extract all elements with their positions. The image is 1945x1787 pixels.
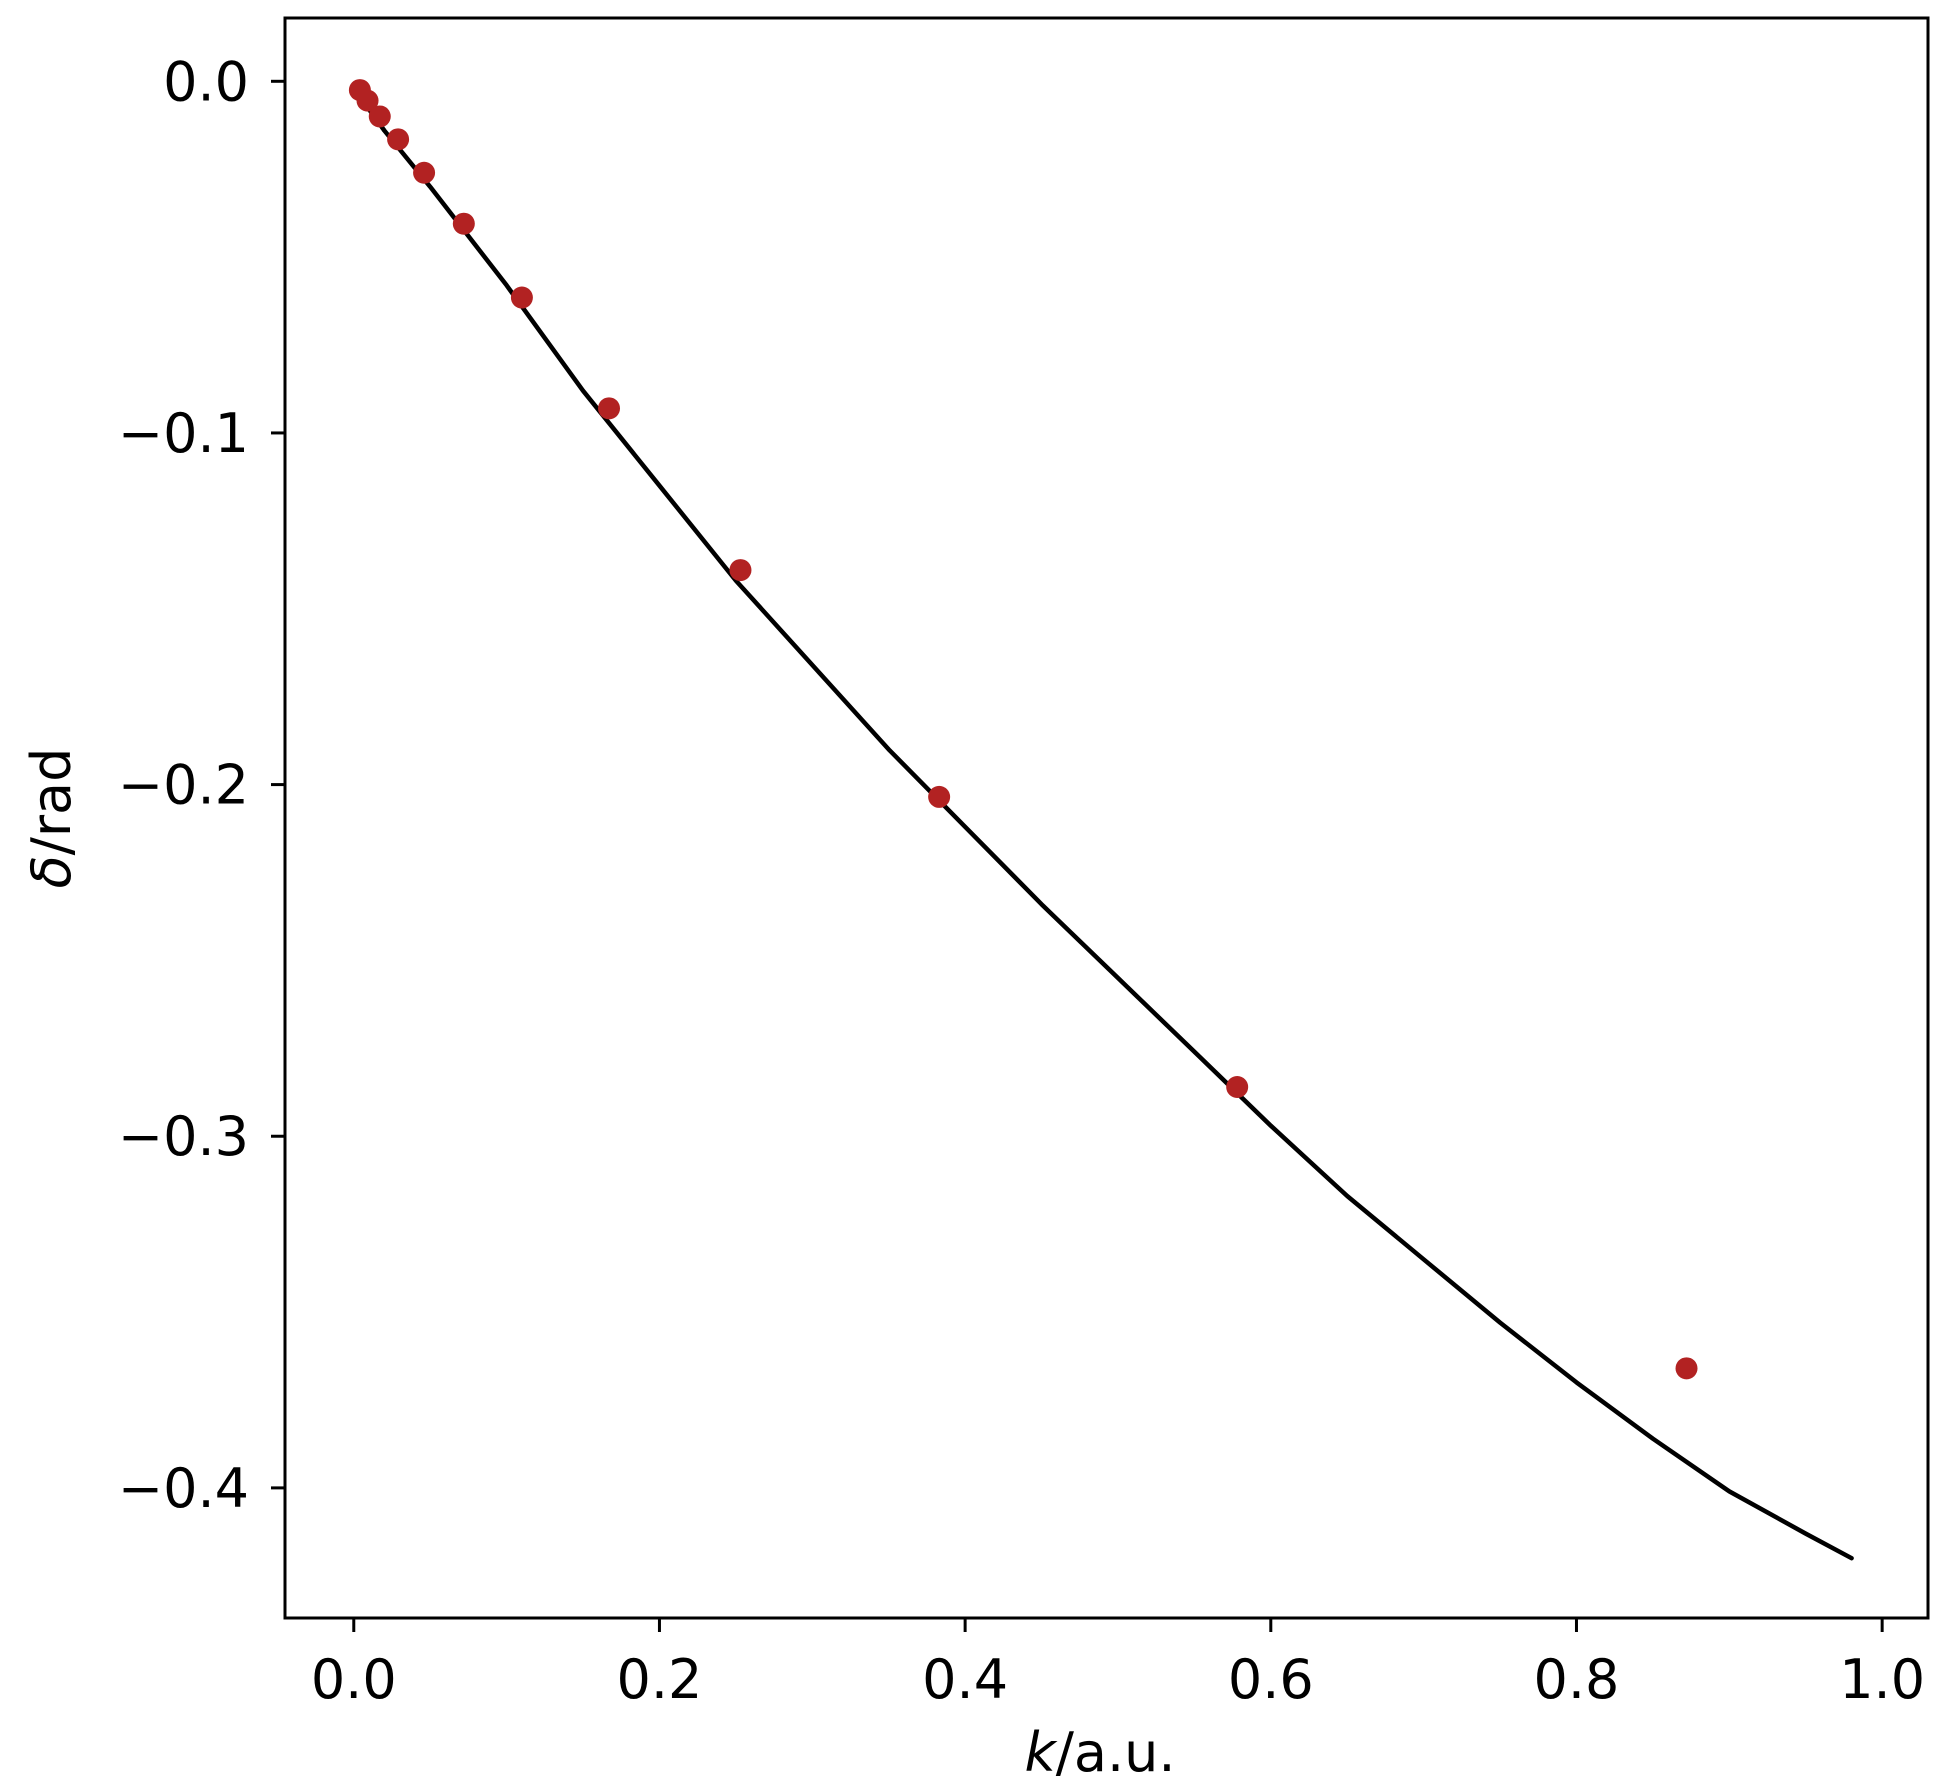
data-point <box>729 559 752 582</box>
x-axis-label-var: k <box>1024 1721 1058 1784</box>
y-axis-label-unit: /rad <box>20 748 83 856</box>
x-tick-label: 0.2 <box>617 1648 703 1711</box>
series-layer <box>348 79 1854 1561</box>
y-axis-label: δ/rad <box>20 748 83 889</box>
x-tick-label: 0.6 <box>1228 1648 1314 1711</box>
x-tick-label: 0.4 <box>922 1648 1008 1711</box>
x-axis-ticks: 0.0 0.2 0.4 0.6 0.8 1.0 <box>311 1618 1925 1711</box>
data-point <box>413 161 436 184</box>
x-axis-label-unit: /a.u. <box>1056 1721 1176 1784</box>
plot-frame <box>283 16 1930 1620</box>
y-tick-label: 0.0 <box>163 50 249 113</box>
y-tick-label: −0.1 <box>118 402 249 465</box>
y-tick-label: −0.3 <box>118 1105 249 1168</box>
data-point <box>1226 1076 1249 1099</box>
x-tick-label: 0.0 <box>311 1648 397 1711</box>
data-point <box>368 105 391 128</box>
x-tick-label: 1.0 <box>1839 1648 1925 1711</box>
y-axis-ticks: 0.0 −0.1 −0.2 −0.3 −0.4 <box>118 50 285 1520</box>
y-axis-label-var: δ <box>20 855 83 888</box>
data-point <box>928 785 951 808</box>
data-point <box>452 212 475 235</box>
x-axis-label: k/a.u. <box>1024 1721 1175 1784</box>
data-point <box>356 89 379 112</box>
fit-curve <box>351 86 1854 1561</box>
x-tick-label: 0.8 <box>1534 1648 1620 1711</box>
data-point <box>1675 1357 1698 1380</box>
data-point <box>387 128 410 151</box>
data-point <box>510 286 533 309</box>
y-tick-label: −0.4 <box>118 1457 249 1520</box>
data-point <box>598 397 621 420</box>
y-tick-label: −0.2 <box>118 754 249 817</box>
